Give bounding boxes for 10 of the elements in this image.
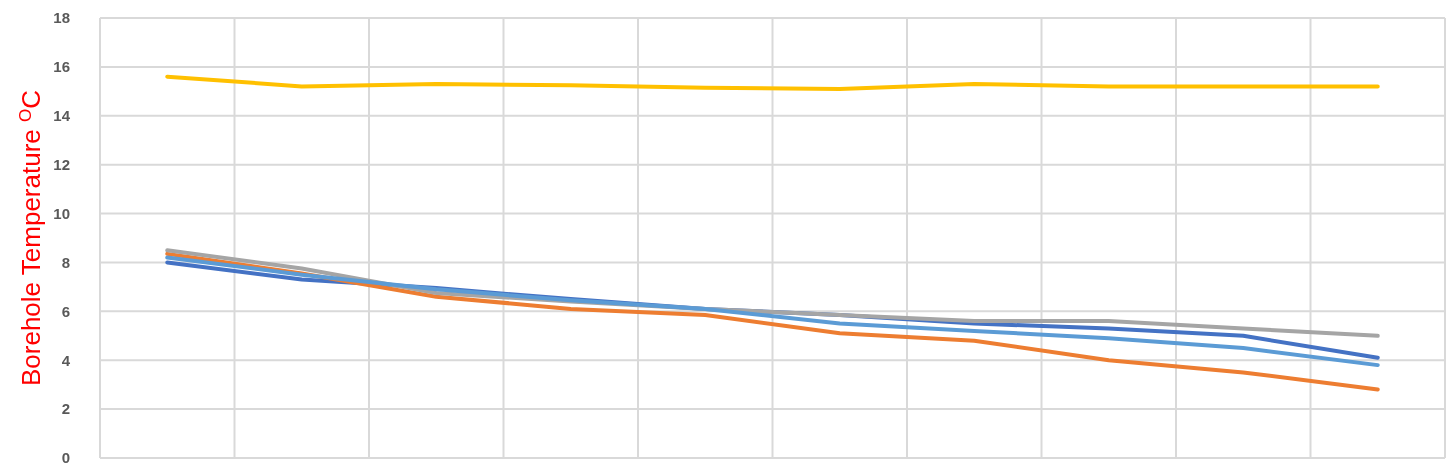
y-tick-label: 16	[53, 58, 70, 76]
y-tick-label: 18	[53, 9, 70, 27]
y-tick-label: 12	[53, 155, 70, 173]
y-tick-label: 10	[53, 204, 70, 222]
y-tick-label: 6	[61, 302, 70, 320]
y-tick-label: 2	[61, 400, 70, 418]
y-tick-label: 0	[61, 449, 70, 465]
y-tick-label: 14	[53, 107, 71, 125]
y-tick-label: 8	[61, 253, 70, 271]
y-tick-label: 4	[61, 351, 71, 369]
